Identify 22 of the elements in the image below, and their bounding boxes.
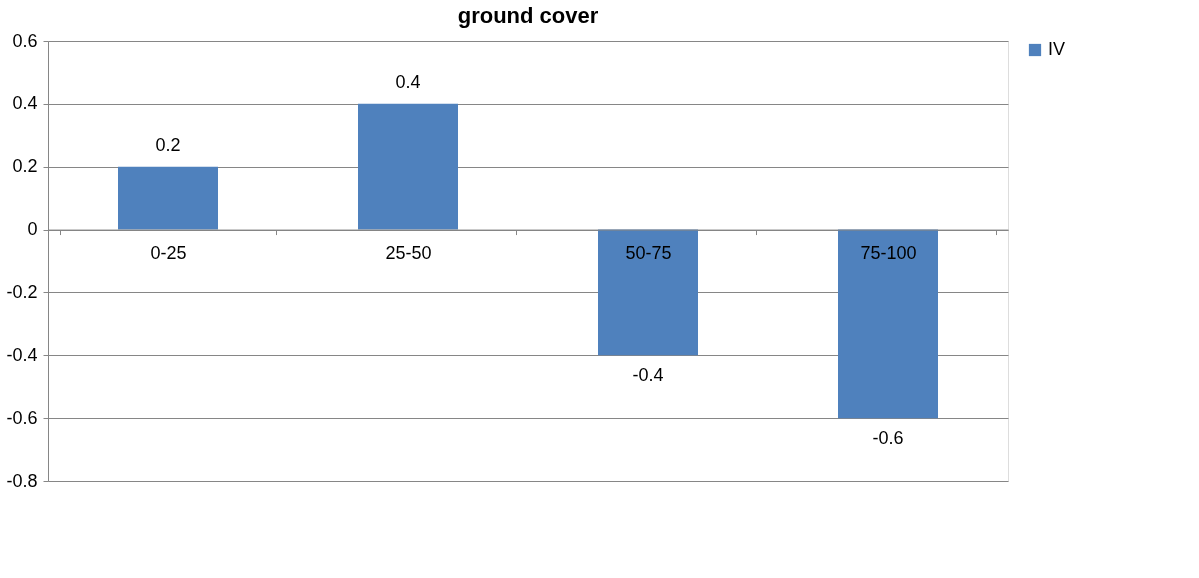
data-label: 0.4 xyxy=(395,71,421,92)
data-label: -0.4 xyxy=(632,365,664,386)
y-tick-label: -0.2 xyxy=(6,281,38,302)
x-tick-label: 50-75 xyxy=(625,243,672,264)
bar xyxy=(358,103,458,230)
bar xyxy=(838,229,938,419)
data-label: -0.6 xyxy=(872,428,904,449)
bar xyxy=(118,166,218,230)
y-tick-label: -0.4 xyxy=(6,344,38,365)
y-tick-label: -0.8 xyxy=(6,470,38,491)
x-tick-label: 0-25 xyxy=(150,243,187,264)
x-tick-label: 25-50 xyxy=(385,243,432,264)
data-label: 0.2 xyxy=(155,134,181,155)
legend-label: IV xyxy=(1048,39,1066,59)
y-tick-label: 0.2 xyxy=(12,156,38,177)
y-tick-label: 0.6 xyxy=(12,30,38,51)
y-tick-label: 0 xyxy=(27,219,38,240)
y-tick-label: -0.6 xyxy=(6,407,38,428)
chart-title: ground cover xyxy=(457,3,599,28)
x-tick-label: 75-100 xyxy=(860,243,917,264)
y-tick-label: 0.4 xyxy=(12,93,38,114)
bar xyxy=(598,229,698,356)
